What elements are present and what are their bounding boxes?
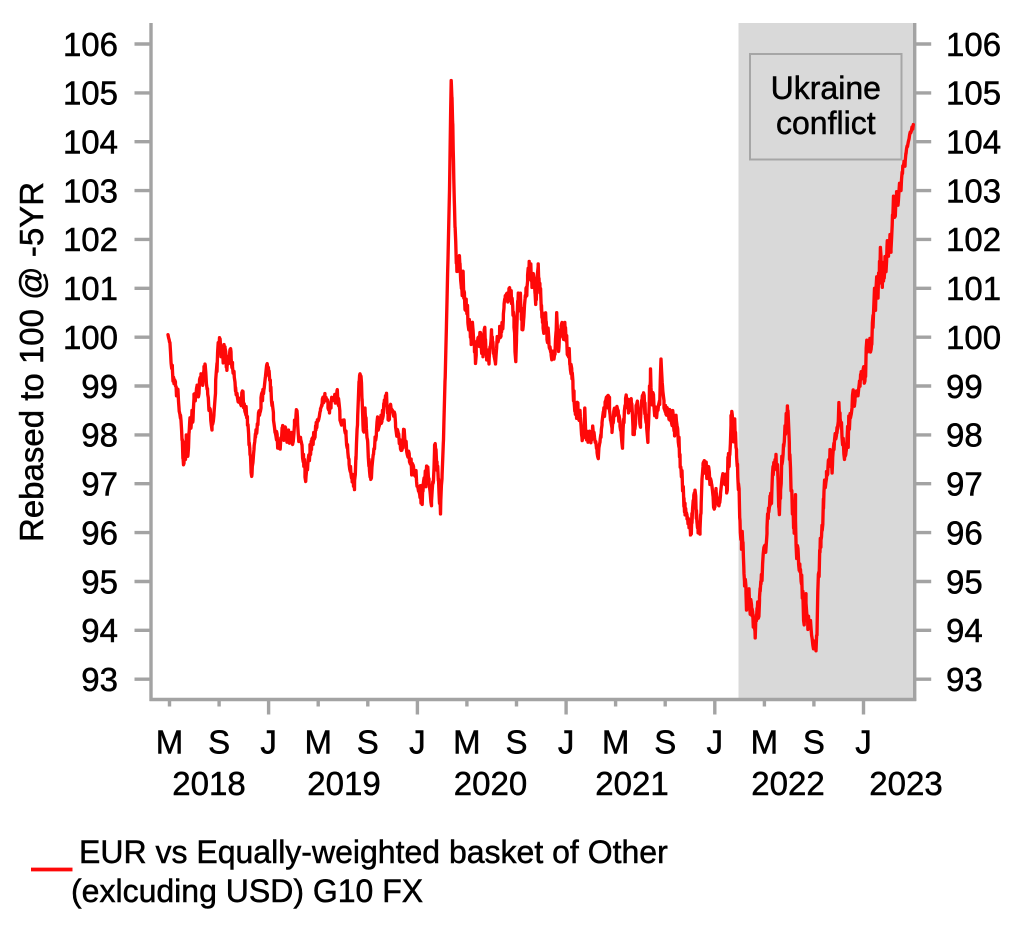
svg-text:2022: 2022 [751,765,824,802]
svg-text:98: 98 [946,417,983,454]
svg-text:J: J [558,724,575,761]
svg-text:S: S [654,724,676,761]
svg-text:99: 99 [946,368,983,405]
svg-text:106: 106 [63,26,118,63]
svg-text:99: 99 [81,368,118,405]
svg-text:102: 102 [63,221,118,258]
svg-text:101: 101 [63,270,118,307]
svg-text:Rebased to 100 @ -5YR: Rebased to 100 @ -5YR [13,182,50,542]
svg-text:Ukraine: Ukraine [771,70,881,106]
svg-text:104: 104 [63,124,118,161]
svg-text:J: J [260,724,277,761]
svg-text:M: M [453,724,481,761]
svg-text:97: 97 [946,466,983,503]
svg-text:102: 102 [946,221,1001,258]
svg-text:101: 101 [946,270,1001,307]
svg-text:J: J [855,724,872,761]
svg-text:J: J [409,724,426,761]
svg-text:97: 97 [81,466,118,503]
svg-text:94: 94 [81,612,118,649]
svg-text:M: M [156,724,184,761]
svg-text:2019: 2019 [307,765,380,802]
svg-text:104: 104 [946,124,1001,161]
svg-text:94: 94 [946,612,983,649]
svg-text:2021: 2021 [595,765,668,802]
svg-text:105: 105 [946,75,1001,112]
svg-text:S: S [357,724,379,761]
svg-text:103: 103 [63,172,118,209]
svg-text:98: 98 [81,417,118,454]
svg-text:96: 96 [946,514,983,551]
svg-text:M: M [751,724,779,761]
svg-text:S: S [505,724,527,761]
svg-text:95: 95 [81,563,118,600]
svg-text:J: J [707,724,724,761]
svg-text:93: 93 [81,661,118,698]
svg-text:93: 93 [946,661,983,698]
svg-text:2020: 2020 [454,765,527,802]
svg-text:106: 106 [946,26,1001,63]
svg-text:96: 96 [81,514,118,551]
svg-text:100: 100 [946,319,1001,356]
svg-text:S: S [208,724,230,761]
svg-text:conflict: conflict [776,105,876,141]
svg-text:EUR vs Equally-weighted basket: EUR vs Equally-weighted basket of Other [79,834,668,870]
svg-text:2018: 2018 [172,765,245,802]
svg-text:105: 105 [63,75,118,112]
svg-text:103: 103 [946,172,1001,209]
svg-text:M: M [602,724,630,761]
svg-text:95: 95 [946,563,983,600]
svg-text:(exlcuding USD) G10 FX: (exlcuding USD) G10 FX [71,873,423,909]
svg-text:100: 100 [63,319,118,356]
svg-text:S: S [803,724,825,761]
svg-text:M: M [304,724,332,761]
svg-text:2023: 2023 [869,765,942,802]
